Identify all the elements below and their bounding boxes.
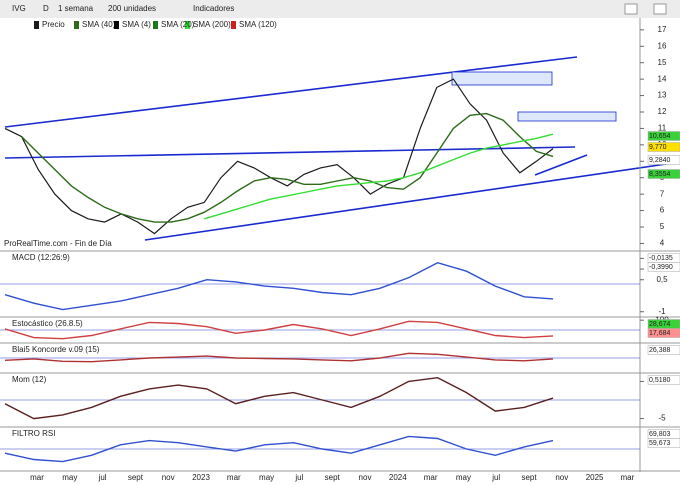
x-tick-label: sept — [128, 473, 144, 482]
panel-title: MACD (12:26:9) — [12, 253, 70, 262]
x-tick-label: may — [456, 473, 471, 482]
value-tag-label: 17,684 — [649, 330, 671, 337]
series-line — [4, 435, 554, 463]
panel-title: FILTRO RSI — [12, 429, 55, 438]
value-tag-label: -0,0135 — [649, 255, 673, 262]
panel-title: Blai5 Koncorde v.09 (15) — [12, 345, 100, 354]
x-tick-label: 2024 — [389, 473, 407, 482]
y-tick-label: 11 — [658, 124, 667, 133]
symbol[interactable]: IVG — [12, 4, 26, 13]
period[interactable]: 1 semana — [58, 4, 94, 13]
x-tick-label: mar — [424, 473, 438, 482]
mode[interactable]: D — [43, 4, 49, 13]
value-tag — [647, 438, 680, 448]
value-tag-label: 26,388 — [649, 347, 671, 354]
panel-title: Estocástico (26.8.5) — [12, 319, 83, 328]
legend-swatch — [114, 21, 119, 29]
legend-label: SMA (4) — [122, 20, 151, 29]
y-tick-label: 4 — [660, 239, 665, 248]
x-tick-label: jul — [491, 473, 500, 482]
x-tick-label: may — [259, 473, 274, 482]
close-button[interactable] — [653, 3, 667, 15]
y-tick-label: 13 — [658, 91, 667, 100]
value-tag-label: 28,674 — [649, 321, 671, 328]
value-tag — [647, 262, 680, 272]
value-tag-label: 0,5180 — [649, 377, 671, 384]
y-tick-label: -1 — [658, 307, 666, 316]
value-tag — [647, 375, 680, 385]
value-tag-label: 9,770 — [649, 144, 667, 151]
value-tag — [647, 169, 680, 179]
value-tag-label: 8,3554 — [649, 171, 671, 178]
panel-title: Mom (12) — [12, 375, 47, 384]
y-tick-label: -5 — [658, 414, 666, 423]
legend-label: SMA (120) — [239, 20, 277, 29]
y-tick-label: 7 — [660, 189, 665, 198]
y-tick-label: 15 — [658, 58, 667, 67]
legend-label: Precio — [42, 20, 65, 29]
x-tick-label: mar — [621, 473, 635, 482]
legend-label: SMA (40) — [82, 20, 116, 29]
series-line — [4, 320, 554, 340]
value-tag — [647, 328, 680, 338]
legend-swatch — [153, 21, 158, 29]
y-tick-label: 14 — [658, 74, 667, 83]
x-tick-label: may — [62, 473, 77, 482]
y-tick-label: 12 — [658, 107, 667, 116]
value-tag-label: -0,3990 — [649, 264, 673, 271]
series-line — [4, 376, 554, 420]
window-button[interactable] — [624, 3, 638, 15]
series-line — [204, 133, 554, 220]
indicators-button[interactable]: Indicadores — [193, 4, 234, 13]
x-tick-label: sept — [521, 473, 537, 482]
legend-swatch — [34, 21, 39, 29]
legend-label: SMA (200) — [193, 20, 231, 29]
series-line — [21, 112, 554, 223]
series-line — [4, 352, 554, 363]
y-tick-label: 16 — [658, 41, 667, 50]
x-tick-label: jul — [98, 473, 107, 482]
x-tick-label: mar — [227, 473, 241, 482]
x-tick-label: sept — [325, 473, 341, 482]
watermark: ProRealTime.com - Fin de Día — [4, 239, 112, 248]
legend-swatch — [74, 21, 79, 29]
units[interactable]: 200 unidades — [108, 4, 156, 13]
x-tick-label: jul — [294, 473, 303, 482]
y-tick-label: 0,5 — [656, 275, 668, 284]
x-tick-label: mar — [30, 473, 44, 482]
legend-swatch — [185, 21, 190, 29]
value-tag-label: 9,2840 — [649, 157, 671, 164]
value-tag — [647, 345, 680, 355]
x-tick-label: nov — [555, 473, 568, 482]
x-tick-label: nov — [162, 473, 175, 482]
value-tag — [647, 131, 680, 141]
series-line — [4, 261, 554, 311]
value-tag-label: 69,803 — [649, 431, 671, 438]
legend-swatch — [231, 21, 236, 29]
series-line — [4, 78, 554, 235]
x-tick-label: 2023 — [192, 473, 210, 482]
y-tick-label: 6 — [660, 206, 665, 215]
value-tag — [647, 142, 680, 152]
drawings — [4, 56, 680, 241]
y-tick-label: 17 — [658, 25, 667, 34]
x-tick-label: nov — [359, 473, 372, 482]
legend-label: SMA (20) — [161, 20, 195, 29]
x-tick-label: 2025 — [586, 473, 604, 482]
toolbar — [0, 0, 680, 18]
value-tag — [647, 155, 680, 165]
value-tag-label: 10,654 — [649, 133, 671, 140]
value-tag-label: 59,673 — [649, 440, 671, 447]
y-tick-label: 5 — [660, 222, 665, 231]
